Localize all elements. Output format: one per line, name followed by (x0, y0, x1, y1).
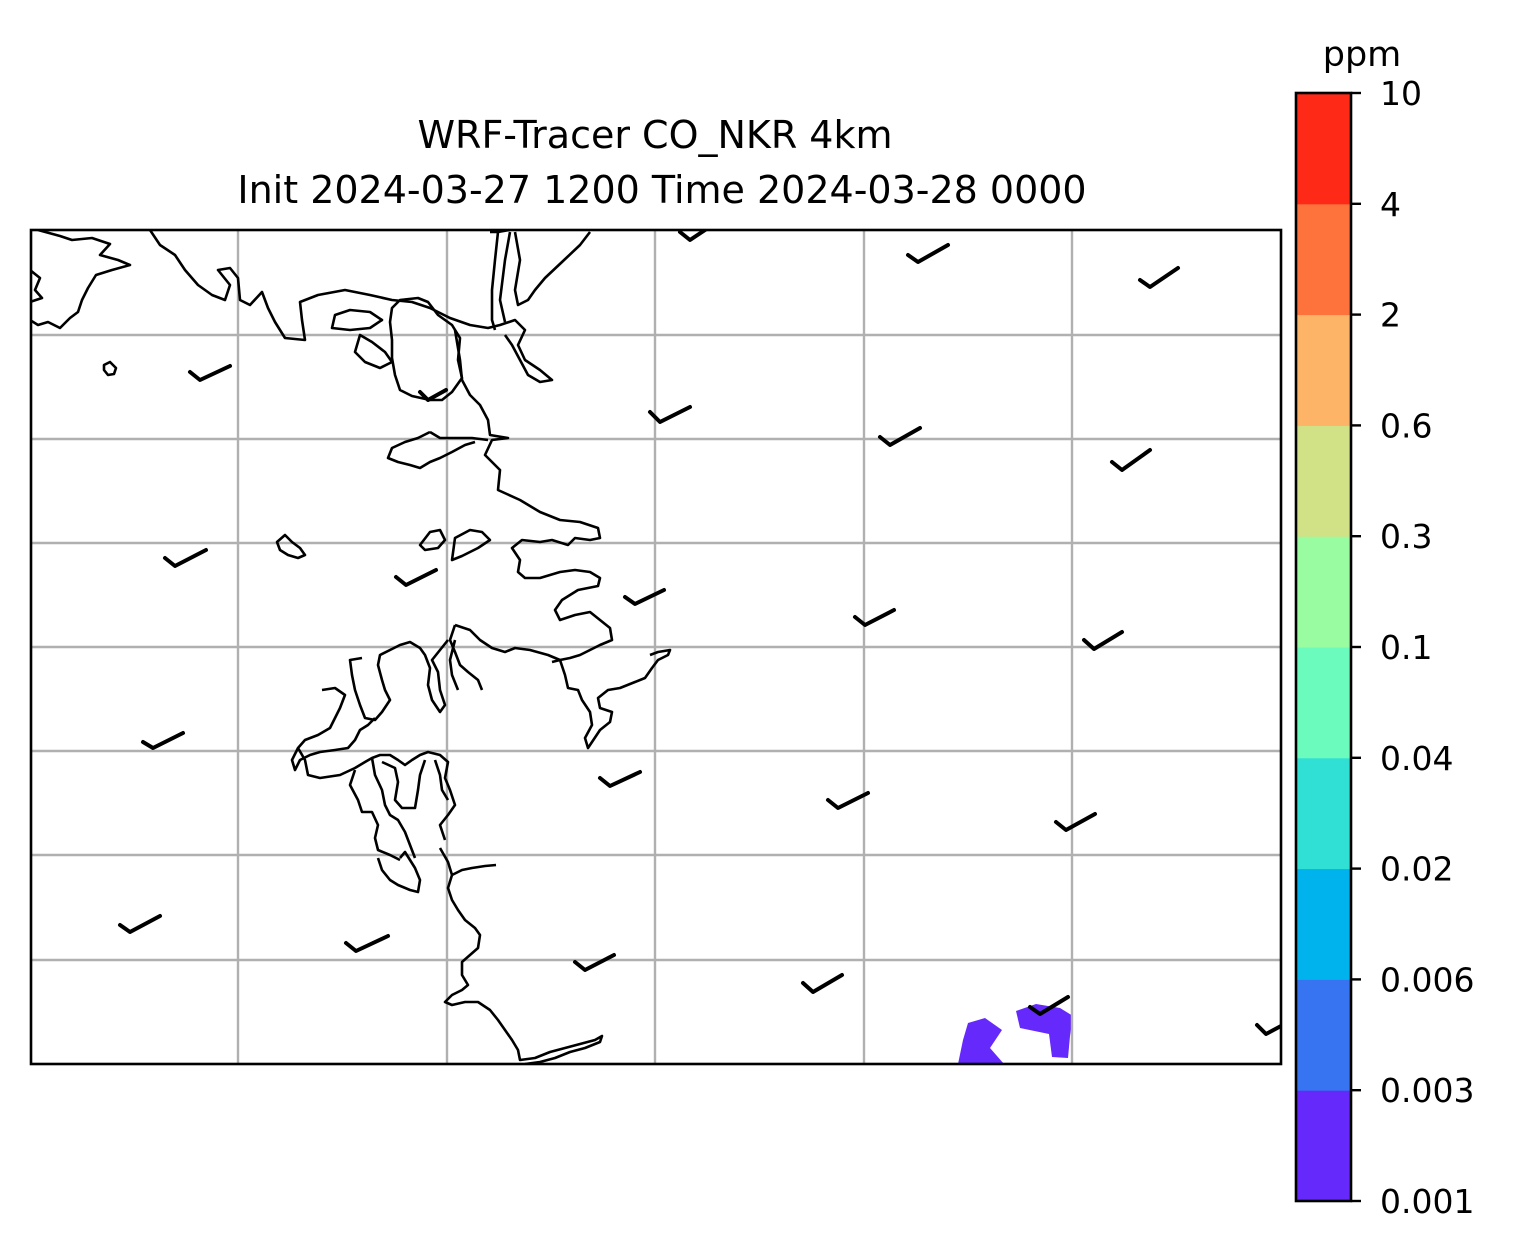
chart-title-line2: Init 2024-03-27 1200 Time 2024-03-28 000… (237, 168, 1086, 212)
wind-barb (678, 230, 709, 242)
colorbar-tick-label: 2 (1380, 296, 1401, 335)
colorbar-segment (1296, 868, 1351, 980)
wind-barb (906, 243, 950, 264)
colorbar-tick-label: 4 (1380, 185, 1401, 224)
colorbar-segment (1296, 647, 1351, 759)
colorbar-tick-label: 0.1 (1380, 628, 1432, 667)
colorbar-segment (1296, 979, 1351, 1091)
colorbar-tick-label: 0.3 (1380, 517, 1432, 556)
chart-title-line1: WRF-Tracer CO_NKR 4km (417, 113, 892, 157)
tracer-concentration-patch (958, 1004, 1073, 1064)
wind-barb (344, 934, 390, 953)
colorbar-tick-label: 10 (1380, 74, 1422, 113)
coastlines (31, 230, 672, 1064)
colorbar-segment (1296, 425, 1351, 537)
colorbar-segment (1296, 314, 1351, 426)
colorbar-segment (1296, 93, 1351, 205)
colorbar-ticks: 0.001 0.003 0.006 0.02 0.04 0.1 0.3 0.6 2 4 10 (1351, 74, 1474, 1221)
wind-barb (853, 608, 896, 627)
colorbar-tick-label: 0.003 (1380, 1071, 1474, 1110)
wind-barbs (118, 230, 1281, 1036)
wind-barb (801, 973, 844, 994)
wind-barb (141, 731, 185, 750)
wind-barb (1082, 630, 1124, 651)
map-frame (29, 228, 1283, 1066)
colorbar-segment (1296, 757, 1351, 870)
colorbar-tick-label: 0.001 (1380, 1182, 1474, 1221)
wind-barb (1255, 1023, 1281, 1036)
wind-barb (1110, 448, 1152, 472)
wind-barb (394, 568, 438, 587)
colorbar-segment (1296, 203, 1351, 316)
colorbar (1294, 91, 1353, 1203)
wind-barb (623, 588, 666, 606)
map-gridlines (31, 230, 1281, 1064)
wind-barb (1138, 266, 1180, 289)
wind-barb (648, 405, 692, 424)
wind-barb (598, 770, 642, 788)
map-area (31, 230, 1281, 1064)
wind-barb (826, 791, 870, 810)
wind-barb (188, 364, 232, 382)
colorbar-tick-label: 0.04 (1380, 739, 1453, 778)
colorbar-unit-label: ppm (1323, 35, 1402, 75)
wind-barb (573, 953, 616, 972)
wind-barb (878, 426, 922, 447)
wind-barb (418, 388, 448, 402)
colorbar-tick-label: 0.02 (1380, 850, 1453, 889)
wind-barb (1054, 812, 1097, 832)
wind-barb (163, 548, 208, 568)
colorbar-segment (1296, 1090, 1351, 1202)
colorbar-tick-label: 0.006 (1380, 960, 1474, 999)
wind-barb (118, 914, 162, 934)
colorbar-tick-label: 0.6 (1380, 406, 1432, 445)
colorbar-segment (1296, 536, 1351, 648)
wind-barb (1028, 995, 1070, 1016)
